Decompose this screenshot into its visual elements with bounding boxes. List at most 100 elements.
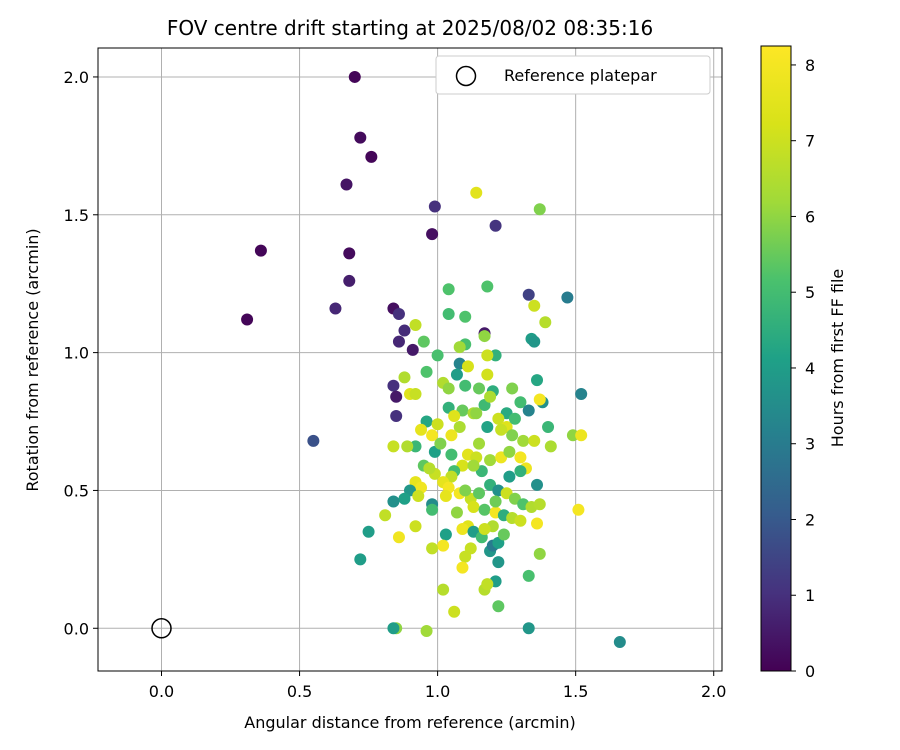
- data-point: [497, 528, 510, 541]
- data-point: [456, 523, 469, 536]
- data-point: [528, 335, 541, 348]
- data-point: [354, 131, 367, 144]
- data-point: [426, 228, 439, 241]
- data-point: [409, 319, 422, 332]
- data-point: [448, 410, 461, 423]
- data-point: [503, 470, 516, 483]
- data-point: [531, 478, 544, 491]
- data-point: [456, 561, 469, 574]
- data-point: [470, 186, 483, 199]
- colorbar-tick-label: 6: [805, 207, 815, 226]
- data-point: [442, 308, 455, 321]
- data-point: [473, 437, 486, 450]
- data-point: [531, 374, 544, 387]
- data-point: [453, 341, 466, 354]
- data-point: [489, 219, 502, 232]
- colorbar-tick-label: 2: [805, 510, 815, 529]
- data-point: [528, 299, 541, 312]
- data-point: [420, 625, 433, 638]
- data-point: [467, 500, 480, 513]
- data-point: [542, 421, 555, 434]
- colorbar-tick-label: 7: [805, 132, 815, 151]
- data-point: [478, 330, 491, 343]
- data-point: [392, 531, 405, 544]
- data-point: [426, 429, 439, 442]
- data-point: [426, 542, 439, 555]
- x-axis-ticks: 0.0 0.5 1.0 1.5 2.0: [149, 671, 726, 701]
- data-point: [533, 547, 546, 560]
- data-point: [528, 434, 541, 447]
- data-point: [484, 390, 497, 403]
- data-point: [431, 349, 444, 362]
- data-point: [401, 440, 414, 453]
- data-point: [409, 520, 422, 533]
- data-point: [522, 404, 535, 417]
- data-point: [387, 440, 400, 453]
- data-point: [481, 368, 494, 381]
- x-tick-label: 0.0: [149, 682, 174, 701]
- data-point: [473, 487, 486, 500]
- data-point: [575, 387, 588, 400]
- data-point: [533, 498, 546, 511]
- data-point: [437, 539, 450, 552]
- colorbar-gradient: [760, 45, 792, 672]
- data-point: [492, 412, 505, 425]
- data-point: [445, 429, 458, 442]
- colorbar-tick-label: 5: [805, 283, 815, 302]
- y-tick-label: 1.5: [64, 206, 89, 225]
- data-point: [417, 335, 430, 348]
- data-point: [398, 324, 411, 337]
- data-point: [343, 247, 356, 260]
- colorbar-ticks: 0 1 2 3 4 5 6 7 8: [791, 56, 815, 681]
- data-point: [415, 423, 428, 436]
- data-point: [473, 382, 486, 395]
- colorbar-tick-label: 0: [805, 662, 815, 681]
- data-point: [539, 316, 552, 329]
- data-point: [495, 423, 508, 436]
- x-tick-label: 1.5: [563, 682, 588, 701]
- data-point: [254, 244, 267, 257]
- data-point: [470, 407, 483, 420]
- data-point: [409, 387, 422, 400]
- data-point: [533, 393, 546, 406]
- reference-point: [151, 618, 172, 639]
- y-axis-label: Rotation from reference (arcmin): [23, 228, 42, 491]
- data-point: [340, 178, 353, 191]
- data-point: [387, 622, 400, 635]
- data-point: [459, 484, 472, 497]
- x-tick-label: 1.0: [425, 682, 450, 701]
- colorbar-label: Hours from first FF file: [828, 269, 847, 448]
- data-point: [453, 421, 466, 434]
- x-axis-label: Angular distance from reference (arcmin): [244, 713, 575, 732]
- data-points: [241, 70, 626, 649]
- data-point: [387, 495, 400, 508]
- data-point: [390, 390, 403, 403]
- plot-frame: [97, 47, 723, 672]
- data-point: [434, 437, 447, 450]
- data-point: [423, 462, 436, 475]
- data-point: [241, 313, 254, 326]
- data-point: [517, 434, 530, 447]
- data-point: [572, 503, 585, 516]
- data-point: [450, 368, 463, 381]
- data-point: [522, 288, 535, 301]
- data-point: [392, 335, 405, 348]
- data-point: [459, 550, 472, 563]
- data-point: [426, 503, 439, 516]
- data-point: [478, 523, 491, 536]
- colorbar-tick-label: 3: [805, 435, 815, 454]
- data-point: [362, 525, 375, 538]
- data-point: [506, 382, 519, 395]
- data-point: [459, 310, 472, 323]
- data-point: [365, 150, 378, 163]
- data-point: [481, 421, 494, 434]
- data-point: [439, 489, 452, 502]
- data-point: [484, 454, 497, 467]
- y-tick-label: 2.0: [64, 68, 89, 87]
- data-point: [431, 418, 444, 431]
- data-point: [481, 280, 494, 293]
- data-point: [481, 578, 494, 591]
- grid-lines: [98, 48, 722, 671]
- reference-marker: [151, 618, 172, 639]
- data-point: [514, 396, 527, 409]
